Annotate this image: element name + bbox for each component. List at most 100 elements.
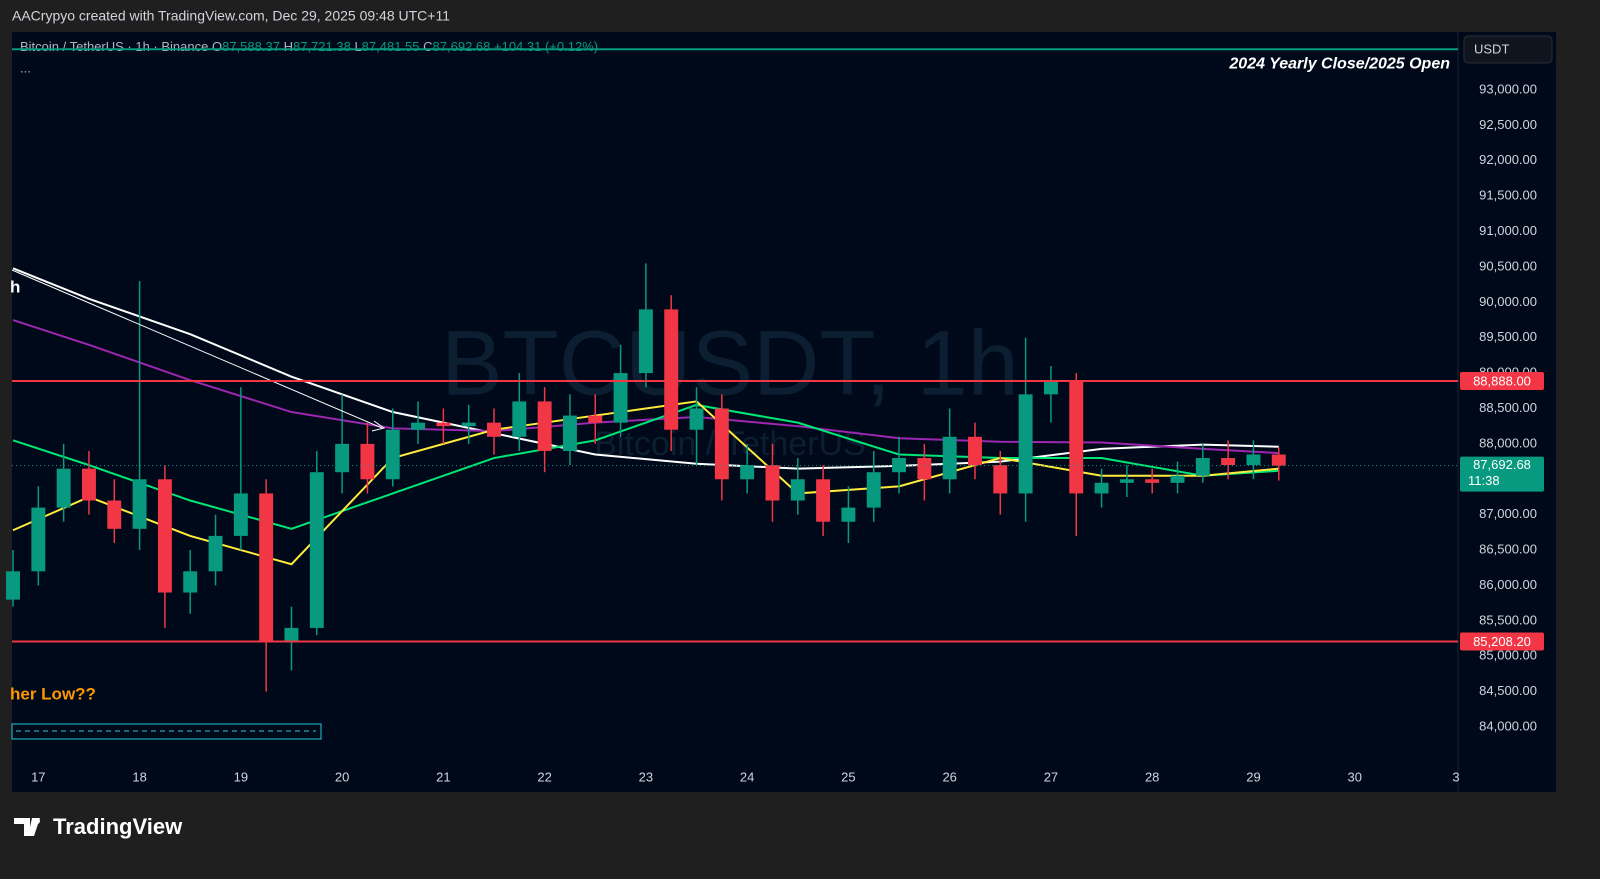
candle-body bbox=[1246, 454, 1261, 466]
candle-body bbox=[765, 465, 780, 501]
candle-body bbox=[512, 401, 527, 437]
candle-body bbox=[968, 436, 982, 466]
watermark: BTCUSDT, 1h bbox=[441, 312, 1019, 414]
y-tick-label: 92,000.00 bbox=[1479, 152, 1537, 167]
y-tick-label: 88,500.00 bbox=[1479, 400, 1537, 415]
candle-body bbox=[613, 373, 628, 423]
candle-body bbox=[740, 465, 755, 480]
candle-body bbox=[866, 472, 881, 508]
ohlc-value: 87,721.38 bbox=[293, 39, 351, 54]
candle-body bbox=[1195, 458, 1210, 476]
x-tick-label: 24 bbox=[740, 769, 754, 784]
last-price-label: 87,692.68 bbox=[1473, 457, 1531, 472]
candle-body bbox=[284, 627, 299, 643]
candle-body bbox=[790, 479, 805, 501]
candle-body bbox=[1043, 380, 1058, 395]
y-tick-label: 86,000.00 bbox=[1479, 577, 1537, 592]
x-tick-label: 20 bbox=[335, 769, 349, 784]
candle-body bbox=[588, 415, 603, 423]
trend-arrow bbox=[371, 420, 386, 432]
candle-body bbox=[1018, 394, 1033, 494]
x-tick-label: 18 bbox=[132, 769, 146, 784]
ohlc-value: 87,481.55 bbox=[362, 39, 420, 54]
candle-body bbox=[1069, 380, 1084, 494]
currency-label[interactable]: USDT bbox=[1474, 41, 1509, 56]
x-tick-label: 3 bbox=[1452, 769, 1459, 784]
candle-body bbox=[436, 422, 451, 427]
x-tick-label: 29 bbox=[1246, 769, 1260, 784]
x-tick-label: 22 bbox=[537, 769, 551, 784]
symbol: Bitcoin / TetherUS · 1h · Binance bbox=[20, 39, 208, 54]
logo-icon bbox=[14, 818, 40, 836]
y-tick-label: 90,500.00 bbox=[1479, 258, 1537, 273]
price-level-badge bbox=[1460, 632, 1544, 651]
x-tick-label: 28 bbox=[1145, 769, 1159, 784]
header-text: AACrypyo created with TradingView.com, D… bbox=[12, 8, 450, 24]
trend-line bbox=[11, 269, 383, 429]
currency-button[interactable] bbox=[1463, 35, 1553, 64]
y-tick-label: 86,500.00 bbox=[1479, 541, 1537, 556]
y-tick-label: 90,000.00 bbox=[1479, 294, 1537, 309]
x-tick-label: 30 bbox=[1347, 769, 1361, 784]
annotation: h bbox=[10, 277, 20, 296]
moving-average-line bbox=[12, 403, 1279, 530]
x-tick-label: 27 bbox=[1044, 769, 1058, 784]
candle-body bbox=[31, 507, 46, 572]
candle-body bbox=[942, 436, 957, 480]
candle-body bbox=[360, 443, 375, 480]
candle-body bbox=[107, 500, 122, 529]
candle-body bbox=[56, 468, 71, 508]
candle-body bbox=[6, 571, 20, 600]
candle-body bbox=[816, 479, 831, 522]
ohlc-key: O bbox=[212, 39, 222, 54]
candle-body bbox=[1170, 475, 1185, 483]
y-tick-label: 87,000.00 bbox=[1479, 506, 1537, 521]
price-level-badge bbox=[1460, 372, 1544, 391]
y-tick-label: 93,000.00 bbox=[1479, 81, 1537, 96]
x-tick-label: 23 bbox=[639, 769, 653, 784]
candle-body bbox=[183, 571, 198, 593]
candle-body bbox=[841, 507, 856, 522]
y-tick-label: 89,500.00 bbox=[1479, 329, 1537, 344]
candle-body bbox=[132, 479, 147, 529]
chart-panel bbox=[12, 32, 1556, 792]
x-tick-label: 19 bbox=[234, 769, 248, 784]
annotation: her Low?? bbox=[10, 684, 96, 703]
y-tick-label: 88,000.00 bbox=[1479, 435, 1537, 450]
moving-average-line bbox=[12, 400, 1279, 566]
candle-body bbox=[259, 493, 274, 643]
y-tick-label: 85,500.00 bbox=[1479, 612, 1537, 627]
candle-body bbox=[714, 408, 729, 480]
box-outline bbox=[11, 723, 322, 740]
candle-body bbox=[1145, 479, 1160, 483]
candle-body bbox=[411, 422, 426, 430]
candle-body bbox=[562, 415, 577, 451]
candle-body bbox=[487, 422, 501, 437]
ohlc-legend: Bitcoin / TetherUS · 1h · Binance O87,58… bbox=[20, 39, 598, 54]
y-tick-label: 84,500.00 bbox=[1479, 683, 1537, 698]
candle-body bbox=[993, 465, 1008, 494]
ohlc-key: C bbox=[423, 39, 432, 54]
x-tick-label: 17 bbox=[31, 769, 45, 784]
ohlc-key: L bbox=[354, 39, 361, 54]
last-price-badge bbox=[1460, 456, 1544, 492]
candle-body bbox=[1119, 479, 1134, 483]
ohlc-key: H bbox=[284, 39, 293, 54]
price-level-label: 85,208.20 bbox=[1473, 634, 1531, 649]
change: +104.31 (+0.12%) bbox=[494, 39, 598, 54]
candle-body bbox=[1094, 482, 1109, 494]
moving-average-line bbox=[12, 319, 1279, 455]
logo-dot bbox=[34, 818, 40, 824]
candle-body bbox=[917, 458, 932, 480]
more-indicator: ... bbox=[20, 60, 31, 75]
candle-body bbox=[461, 422, 476, 427]
candle-body bbox=[157, 479, 172, 593]
candle-body bbox=[689, 408, 704, 430]
ohlc-value: 87,692.68 bbox=[433, 39, 491, 54]
y-tick-label: 92,500.00 bbox=[1479, 117, 1537, 132]
moving-average-line bbox=[12, 267, 1279, 470]
plot bbox=[6, 263, 1286, 692]
countdown-label: 11:38 bbox=[1468, 473, 1500, 488]
